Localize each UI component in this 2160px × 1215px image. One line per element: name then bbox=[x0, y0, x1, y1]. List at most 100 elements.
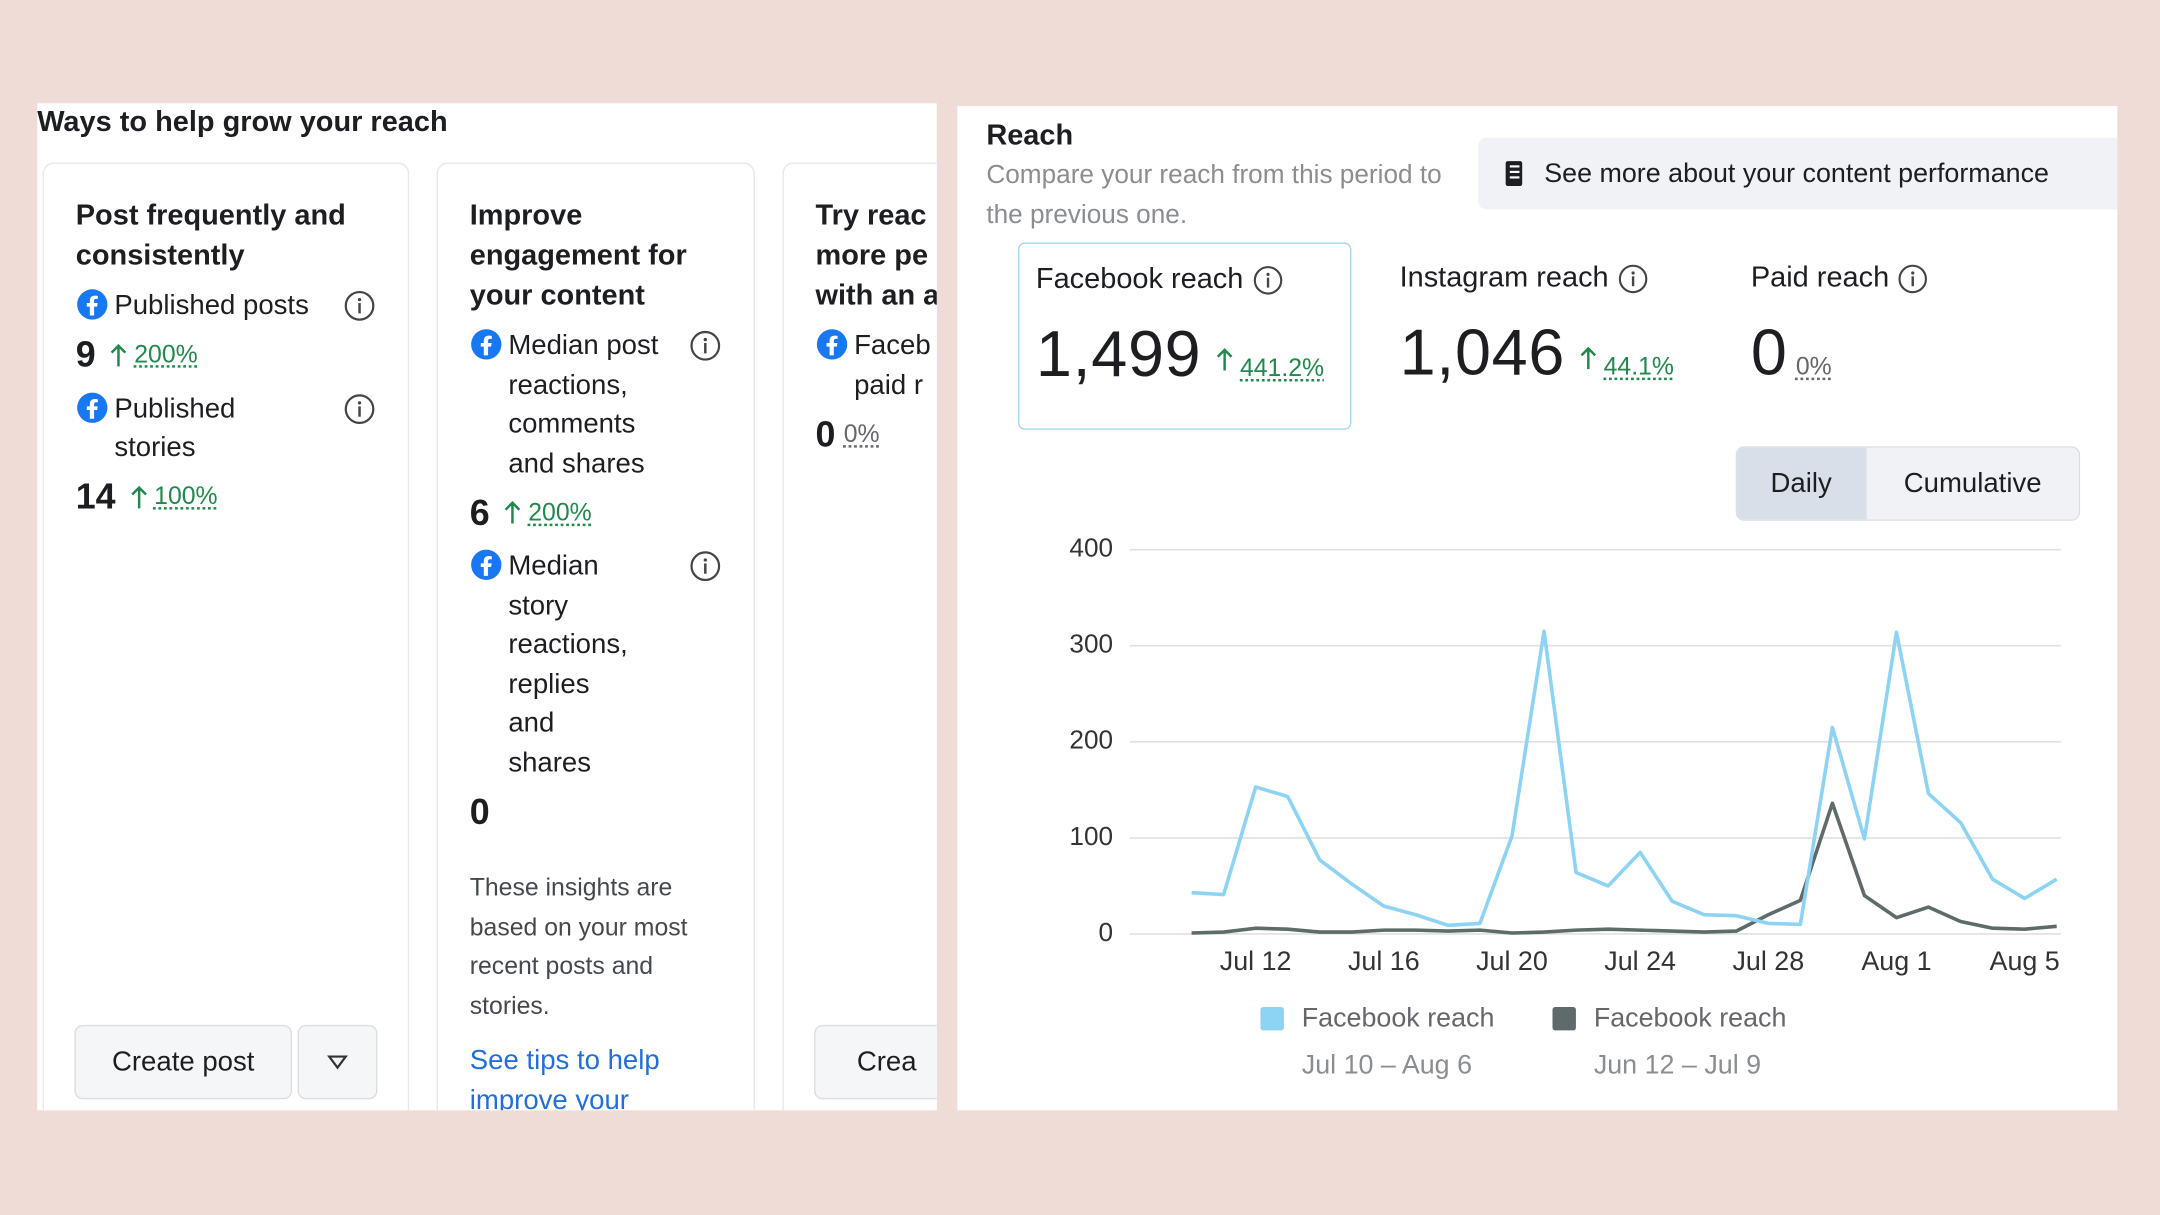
content-performance-button[interactable]: See more about your content performance bbox=[1478, 137, 2118, 210]
toggle-cumulative[interactable]: Cumulative bbox=[1865, 447, 2079, 520]
legend-swatch bbox=[1260, 1006, 1284, 1031]
metric-change: 0% bbox=[843, 419, 880, 448]
metric-value: 6 bbox=[469, 491, 490, 533]
metric: Faceb paid r bbox=[816, 326, 937, 405]
info-icon[interactable] bbox=[343, 392, 376, 425]
create-button[interactable]: Crea bbox=[814, 1024, 937, 1100]
facebook-icon bbox=[471, 549, 502, 580]
dropdown-icon bbox=[327, 1055, 348, 1070]
card-title-line: more pe bbox=[815, 239, 929, 272]
metric-label-line: paid r bbox=[854, 369, 924, 401]
facebook-icon bbox=[471, 329, 502, 360]
up-arrow bbox=[1580, 346, 1597, 369]
metric: Published stories bbox=[76, 389, 376, 468]
y-tick-label: 400 bbox=[1069, 533, 1113, 563]
view-toggle: Daily Cumulative bbox=[1735, 446, 2081, 521]
stat-card[interactable]: Facebook reach 1,499 441.2% bbox=[1018, 242, 1352, 430]
create-post-button[interactable]: Create post bbox=[74, 1024, 293, 1100]
card-title: Post frequently and consistently bbox=[75, 199, 346, 272]
note: These insights are based on your most re… bbox=[469, 873, 688, 1019]
info-icon[interactable] bbox=[1617, 262, 1649, 294]
metric-value: 14 bbox=[75, 475, 116, 517]
metric-value: 0 bbox=[469, 790, 490, 832]
metric-label: Published stories bbox=[114, 393, 236, 463]
card-title-line: Try reac bbox=[815, 199, 927, 232]
stat-value-row: 1,046 44.1% bbox=[1400, 314, 1700, 390]
card-title-line: with an a bbox=[815, 279, 937, 312]
metric-value: 9 bbox=[75, 333, 96, 375]
info-icon[interactable] bbox=[689, 329, 722, 362]
metric-change: 200% bbox=[528, 497, 592, 526]
metric: Median story reactions, replies and shar… bbox=[470, 547, 722, 783]
metric: Median post reactions, comments and shar… bbox=[470, 326, 722, 483]
up-arrow bbox=[1217, 347, 1233, 370]
stat-label: Facebook reach bbox=[1035, 263, 1244, 295]
card-title: Try reac more pe with an a bbox=[816, 196, 937, 316]
up-arrow bbox=[131, 485, 147, 508]
stat-change: 44.1% bbox=[1603, 352, 1674, 381]
metric-label-line: Faceb bbox=[854, 330, 931, 361]
metric-value-row: 0 0% bbox=[816, 411, 937, 458]
reach-chart: 0 100 200 300 400 Jul 12 Jul 16 Jul 20 Jul 24 Jul… bbox=[1069, 533, 2061, 1079]
metric-label: Median post reactions, comments and shar… bbox=[508, 330, 659, 479]
x-tick-label: Aug 5 bbox=[1990, 946, 2060, 976]
facebook-icon bbox=[77, 391, 108, 423]
stat-value: 0 bbox=[1750, 315, 1788, 389]
panel-title: Ways to help grow your reach bbox=[37, 106, 448, 138]
metric-label: Published posts bbox=[114, 290, 309, 321]
info-icon[interactable] bbox=[1897, 262, 1929, 294]
stat-label-row: Instagram reach bbox=[1400, 262, 1700, 295]
info-icon[interactable] bbox=[343, 289, 376, 322]
info-icon[interactable] bbox=[689, 550, 722, 583]
left-panel: Ways to help grow your reach Post freque… bbox=[37, 103, 937, 1111]
stat-change: 441.2% bbox=[1239, 354, 1325, 382]
y-tick-label: 100 bbox=[1069, 821, 1113, 851]
x-tick-label: Jul 12 bbox=[1220, 946, 1292, 976]
button-label: See more about your content performance bbox=[1544, 157, 2049, 189]
metric-value-row: 0 bbox=[470, 788, 722, 835]
toggle-daily[interactable]: Daily bbox=[1737, 447, 1866, 520]
facebook-icon bbox=[816, 329, 848, 360]
stat-label-row: Paid reach bbox=[1751, 262, 2051, 295]
x-tick-label: Jul 16 bbox=[1348, 946, 1420, 976]
tips-link[interactable]: See tips to help improve your content bbox=[469, 1045, 660, 1111]
panel-title: Reach bbox=[986, 119, 1074, 152]
metric-value-row: 9 200% bbox=[76, 331, 376, 378]
stat-label: Paid reach bbox=[1750, 261, 1890, 294]
legend-period: Jul 10 – Aug 6 bbox=[1302, 1049, 1472, 1079]
facebook-icon bbox=[77, 289, 108, 320]
stat-label: Instagram reach bbox=[1399, 261, 1609, 294]
notebook-icon bbox=[1505, 161, 1523, 186]
dropdown-button[interactable] bbox=[297, 1024, 378, 1100]
card-title: Improve engagement for your content bbox=[469, 199, 687, 312]
stat-change: 0% bbox=[1795, 352, 1832, 381]
metric: Published posts bbox=[76, 287, 376, 326]
series-line bbox=[1191, 801, 2057, 935]
up-arrow bbox=[111, 343, 127, 366]
stat-value-row: 1,499 441.2% bbox=[1036, 315, 1334, 391]
reach-panel: Reach Compare your reach from this perio… bbox=[957, 106, 2118, 1111]
card: Post frequently and consistently Publish… bbox=[42, 162, 410, 1111]
legend-period: Jun 12 – Jul 9 bbox=[1594, 1049, 1761, 1079]
info-icon[interactable] bbox=[1252, 264, 1284, 296]
legend-swatch bbox=[1552, 1006, 1576, 1031]
stat-label-row: Facebook reach bbox=[1036, 263, 1334, 296]
metric-value: 0 bbox=[815, 412, 836, 454]
stat-card[interactable]: Paid reach 0 0% bbox=[1734, 242, 2067, 429]
stat-value: 1,046 bbox=[1399, 315, 1566, 389]
panel-subtitle: Compare your reach from this period to t… bbox=[986, 161, 1442, 230]
metric-label: Median story reactions, replies and shar… bbox=[508, 551, 628, 778]
stat-value: 1,499 bbox=[1035, 316, 1202, 390]
legend-label: Facebook reach bbox=[1594, 1002, 1787, 1032]
y-tick-label: 0 bbox=[1099, 917, 1114, 947]
card: Improve engagement for your content Medi… bbox=[436, 162, 755, 1111]
x-tick-label: Jul 28 bbox=[1732, 946, 1804, 976]
y-tick-label: 300 bbox=[1069, 629, 1113, 659]
series-line bbox=[1191, 629, 2058, 928]
stat-card[interactable]: Instagram reach 1,046 44.1% bbox=[1383, 242, 1716, 429]
x-tick-label: Jul 24 bbox=[1604, 946, 1676, 976]
x-tick-label: Jul 20 bbox=[1476, 946, 1548, 976]
legend-label: Facebook reach bbox=[1302, 1002, 1495, 1032]
